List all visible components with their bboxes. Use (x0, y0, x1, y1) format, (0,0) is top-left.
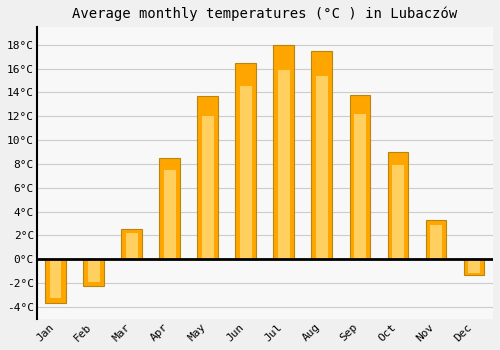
Bar (354, 114, 366, 259)
Bar (236, 63, 256, 259)
Bar (274, 45, 294, 259)
Bar (312, 51, 332, 259)
Bar (468, 259, 480, 273)
Bar (464, 259, 484, 275)
Title: Average monthly temperatures (°C ) in Lubaczów: Average monthly temperatures (°C ) in Lu… (72, 7, 458, 21)
Bar (46, 259, 66, 303)
Bar (84, 259, 104, 286)
Bar (388, 152, 408, 259)
Bar (160, 158, 180, 259)
Bar (240, 86, 252, 259)
Bar (50, 259, 62, 298)
Bar (88, 259, 100, 282)
Bar (202, 116, 213, 259)
Bar (392, 165, 404, 259)
Bar (122, 230, 142, 259)
Bar (164, 170, 175, 259)
Bar (316, 76, 328, 259)
Bar (126, 233, 138, 259)
Bar (426, 220, 446, 259)
Bar (430, 225, 442, 259)
Bar (198, 96, 218, 259)
Bar (278, 70, 289, 259)
Bar (350, 95, 370, 259)
